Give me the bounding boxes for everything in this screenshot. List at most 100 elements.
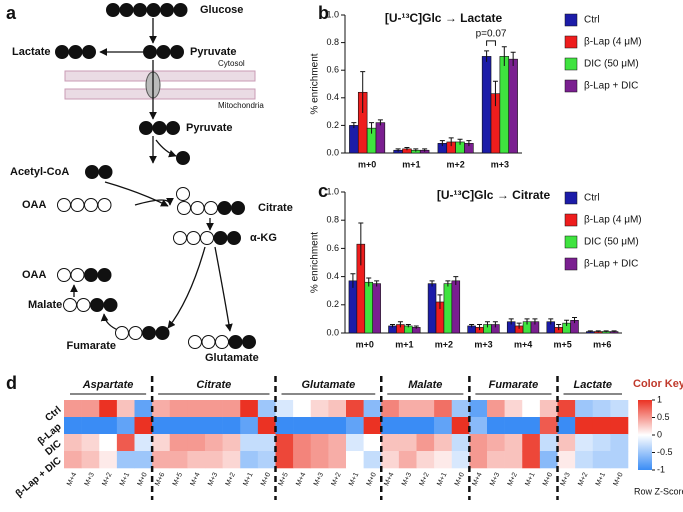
carbon-atom (170, 45, 184, 59)
column-label: M+0 (366, 472, 378, 488)
heatmap-cell (487, 417, 505, 435)
carbon-atom (115, 326, 129, 340)
carbon-atom (68, 45, 83, 59)
column-label: M+4 (295, 472, 307, 488)
heatmap-cell (504, 451, 523, 469)
column-label: M+3 (313, 472, 325, 488)
y-tick-label: 0.6 (326, 243, 339, 253)
heatmap-cell (539, 434, 558, 452)
heatmap-cell (240, 451, 259, 469)
heatmap-cell (416, 434, 435, 452)
column-label: M+2 (577, 472, 589, 488)
legend-swatch (564, 191, 578, 205)
error-bar (548, 318, 554, 325)
bar (372, 283, 381, 334)
heatmap-cell (592, 417, 611, 435)
heatmap-cell (487, 434, 505, 452)
carbon-atom (146, 3, 161, 17)
x-tick-label: m+5 (554, 339, 572, 349)
column-label: M+1 (436, 472, 448, 488)
heatmap-cell (134, 451, 153, 469)
error-bar (595, 330, 601, 333)
heatmap-cell (205, 417, 223, 435)
heatmap-cell (275, 417, 294, 435)
column-label: M+1 (595, 472, 607, 488)
heatmap-cell (64, 451, 82, 469)
error-bar (532, 318, 538, 325)
heatmap-cell (592, 451, 611, 469)
carbon-atom (85, 165, 99, 179)
heatmap-cell (504, 400, 523, 418)
colorbar-tick-label: 1 (657, 394, 662, 404)
y-tick-label: 1.0 (326, 186, 339, 196)
heatmap-cell (64, 417, 82, 435)
error-bar (453, 276, 459, 286)
heatmap-cell (469, 417, 488, 435)
legend-swatch (564, 35, 578, 49)
carbon-atom (176, 187, 190, 201)
heatmap-cell (381, 417, 400, 435)
error-bar (395, 148, 401, 152)
y-axis-label: % enrichment (310, 53, 321, 114)
heatmap-cell (575, 451, 594, 469)
heatmap-cell (81, 434, 100, 452)
bar (375, 122, 386, 154)
error-bar (466, 140, 472, 147)
colorbar-title: Color Key (633, 378, 683, 390)
heatmap-cell (310, 434, 329, 452)
heatmap-cell (222, 451, 241, 469)
heatmap-cell (205, 451, 223, 469)
error-bar (389, 324, 395, 328)
group-label: Fumarate (489, 379, 539, 391)
annotation: p=0.07 (476, 29, 507, 40)
column-label: M+4 (189, 472, 201, 488)
column-label: M+0 (260, 472, 272, 488)
carbon-atom (186, 231, 201, 245)
metabolite: Pyruvate (190, 46, 236, 58)
heatmap-cell (522, 434, 541, 452)
bar (364, 281, 373, 334)
heatmap-cell (451, 400, 470, 418)
error-bar (510, 51, 516, 67)
heatmap-cell (451, 417, 470, 435)
column-label: M+2 (507, 472, 519, 488)
metabolite: Acetyl-CoA (10, 166, 69, 178)
heatmap-cell (310, 451, 329, 469)
chart-title: [U-¹³C]Glc → Citrate (437, 188, 551, 202)
group-label: Lactate (573, 379, 612, 391)
column-label: M+5 (278, 472, 290, 488)
error-bar (469, 324, 475, 328)
column-label: M+1 (119, 472, 131, 488)
bar (481, 56, 492, 154)
carbon-atom (63, 298, 77, 312)
x-tick-label: m+1 (402, 159, 420, 169)
carbon-atom (152, 121, 167, 135)
error-bar (516, 322, 522, 329)
error-bar (448, 137, 454, 147)
error-bar (508, 318, 514, 325)
heatmap-cell (293, 417, 312, 435)
heatmap-cell (328, 451, 347, 469)
heatmap-cell (152, 417, 171, 435)
error-bar (587, 330, 593, 333)
carbon-atom (188, 335, 202, 349)
error-bar (484, 50, 490, 62)
carbon-atom (201, 335, 216, 349)
carbon-atom (119, 3, 134, 17)
heatmap-cell (134, 417, 153, 435)
heatmap-cell (99, 417, 118, 435)
heatmap-cell (310, 417, 329, 435)
error-bar (429, 280, 435, 287)
error-bar (603, 330, 609, 333)
heatmap-cell (363, 451, 382, 469)
legend-label: Ctrl (584, 15, 600, 26)
bar (508, 58, 518, 154)
heatmap-cell (116, 417, 135, 435)
heatmap-cell (116, 434, 135, 452)
error-bar (405, 324, 411, 328)
heatmap-cell (346, 400, 364, 418)
column-label: M+3 (207, 472, 219, 488)
carbon-atom (143, 45, 157, 59)
y-tick-label: 1.0 (326, 9, 339, 19)
